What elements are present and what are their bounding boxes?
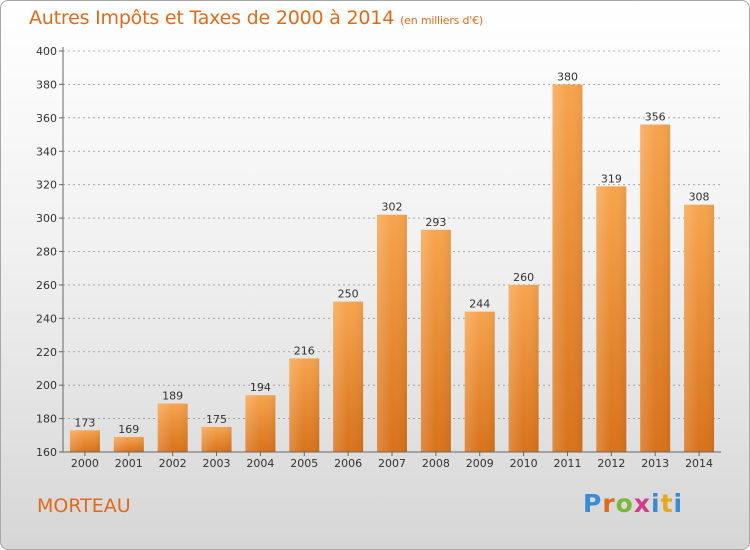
x-tick-label: 2014	[685, 457, 713, 470]
logo-letter: t	[660, 489, 674, 518]
logo-letter: r	[602, 489, 616, 518]
x-tick-label: 2004	[246, 457, 274, 470]
y-tick-label: 200	[36, 379, 57, 392]
y-tick-label: 180	[36, 413, 57, 426]
axes	[59, 47, 721, 456]
bar-value-label: 244	[469, 298, 490, 311]
x-tick-label: 2007	[378, 457, 406, 470]
bar-shine	[684, 204, 715, 452]
x-tick-label: 2001	[115, 457, 143, 470]
city-name: MORTEAU	[37, 495, 131, 517]
logo-letter: P	[583, 489, 603, 518]
bar-value-label: 175	[206, 413, 227, 426]
bar-shine	[69, 430, 100, 452]
bar-shine	[420, 229, 451, 452]
bar-value-label: 169	[118, 423, 139, 436]
bar-value-label: 194	[250, 381, 271, 394]
y-tick-label: 220	[36, 346, 57, 359]
bar-shine	[157, 403, 188, 452]
x-tick-label: 2002	[159, 457, 187, 470]
bar-shine	[508, 284, 539, 452]
logo-letter: x	[633, 489, 651, 518]
logo-letter: i	[673, 489, 684, 518]
x-tick-label: 2013	[641, 457, 669, 470]
y-tick-label: 360	[36, 112, 57, 125]
y-tick-label: 340	[36, 145, 57, 158]
bar-value-label: 216	[294, 344, 315, 357]
bar-value-label: 302	[382, 201, 403, 214]
x-tick-label: 2006	[334, 457, 362, 470]
bar-shine	[333, 301, 364, 452]
chart-title: Autres Impôts et Taxes de 2000 à 2014 (en…	[29, 7, 483, 29]
logo-letter: o	[615, 489, 634, 518]
bar-shine	[113, 436, 144, 452]
y-tick-label: 380	[36, 78, 57, 91]
y-tick-label: 160	[36, 446, 57, 459]
x-tick-label: 2012	[597, 457, 625, 470]
y-tick-label: 260	[36, 279, 57, 292]
bar-value-label: 173	[74, 416, 95, 429]
x-tick-label: 2003	[203, 457, 231, 470]
proxiti-logo[interactable]: Proxiti	[583, 489, 683, 518]
bar-value-label: 189	[162, 390, 183, 403]
y-tick-label: 300	[36, 212, 57, 225]
bar-value-label: 380	[557, 70, 578, 83]
y-tick-label: 400	[36, 45, 57, 58]
x-tick-label: 2011	[553, 457, 581, 470]
x-tick-label: 2005	[290, 457, 318, 470]
y-tick-label: 240	[36, 312, 57, 325]
bar-value-label: 293	[425, 216, 446, 229]
bar-shine	[640, 124, 671, 453]
bar-shine	[245, 395, 276, 452]
chart-title-text: Autres Impôts et Taxes de 2000 à 2014	[29, 7, 395, 29]
bar-value-label: 308	[689, 191, 710, 204]
bar-value-label: 356	[645, 111, 666, 124]
y-tick-label: 320	[36, 179, 57, 192]
x-tick-label: 2009	[466, 457, 494, 470]
bar-value-label: 250	[338, 288, 359, 301]
chart-subtitle: (en milliers d'€)	[400, 14, 483, 27]
bar-shine	[596, 186, 627, 452]
bar-shine	[552, 84, 583, 453]
x-tick-label: 2008	[422, 457, 450, 470]
bar-shine	[464, 311, 495, 452]
bar-shine	[377, 214, 407, 452]
labels: 160 180 200 220 240 260 280 300 320 340 360 380 400 1…	[36, 45, 713, 470]
bar-value-label: 260	[513, 271, 534, 284]
bar-value-label: 319	[601, 172, 622, 185]
bars	[69, 84, 715, 453]
bar-shine	[289, 358, 320, 452]
y-tick-label: 280	[36, 246, 57, 259]
bar-shine	[201, 426, 232, 452]
logo-letter: i	[651, 489, 661, 518]
x-tick-label: 2010	[510, 457, 538, 470]
x-tick-label: 2000	[71, 457, 99, 470]
